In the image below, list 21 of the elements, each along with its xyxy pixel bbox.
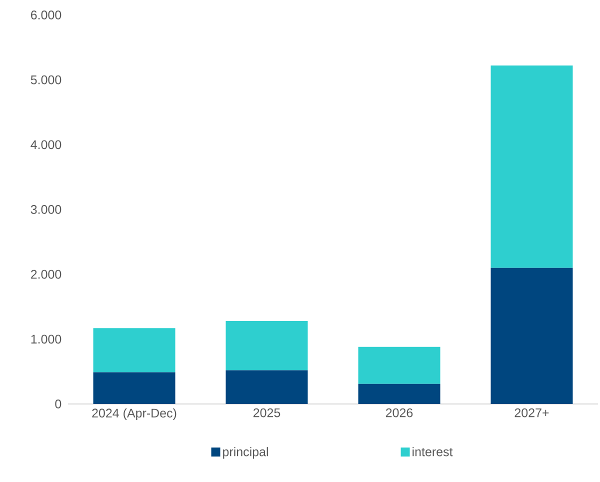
y-tick-label: 1.000	[31, 334, 62, 344]
x-tick-label: 2027+	[514, 408, 549, 418]
bar	[226, 370, 308, 404]
y-tick-label: 2.000	[30, 270, 62, 279]
x-tick-label: 2025	[253, 408, 280, 418]
x-tick-label: 2026	[386, 408, 413, 418]
y-tick-label: 5.000	[30, 75, 62, 84]
bar	[93, 372, 176, 404]
y-tick-label: 4.000	[30, 140, 62, 150]
legend-label: principal	[223, 447, 268, 459]
x-tick-label: 2024 (Apr-Dec)	[92, 408, 176, 420]
legend-label: interest	[412, 447, 453, 456]
bar	[358, 384, 440, 404]
bar	[490, 66, 573, 268]
bar	[358, 346, 440, 384]
y-tick-label: 6.000	[31, 10, 62, 20]
bar	[93, 328, 176, 372]
y-tick-label: 0	[55, 400, 62, 408]
bar	[226, 321, 308, 370]
y-tick-label: 3.000	[30, 205, 62, 214]
bar	[490, 268, 573, 404]
